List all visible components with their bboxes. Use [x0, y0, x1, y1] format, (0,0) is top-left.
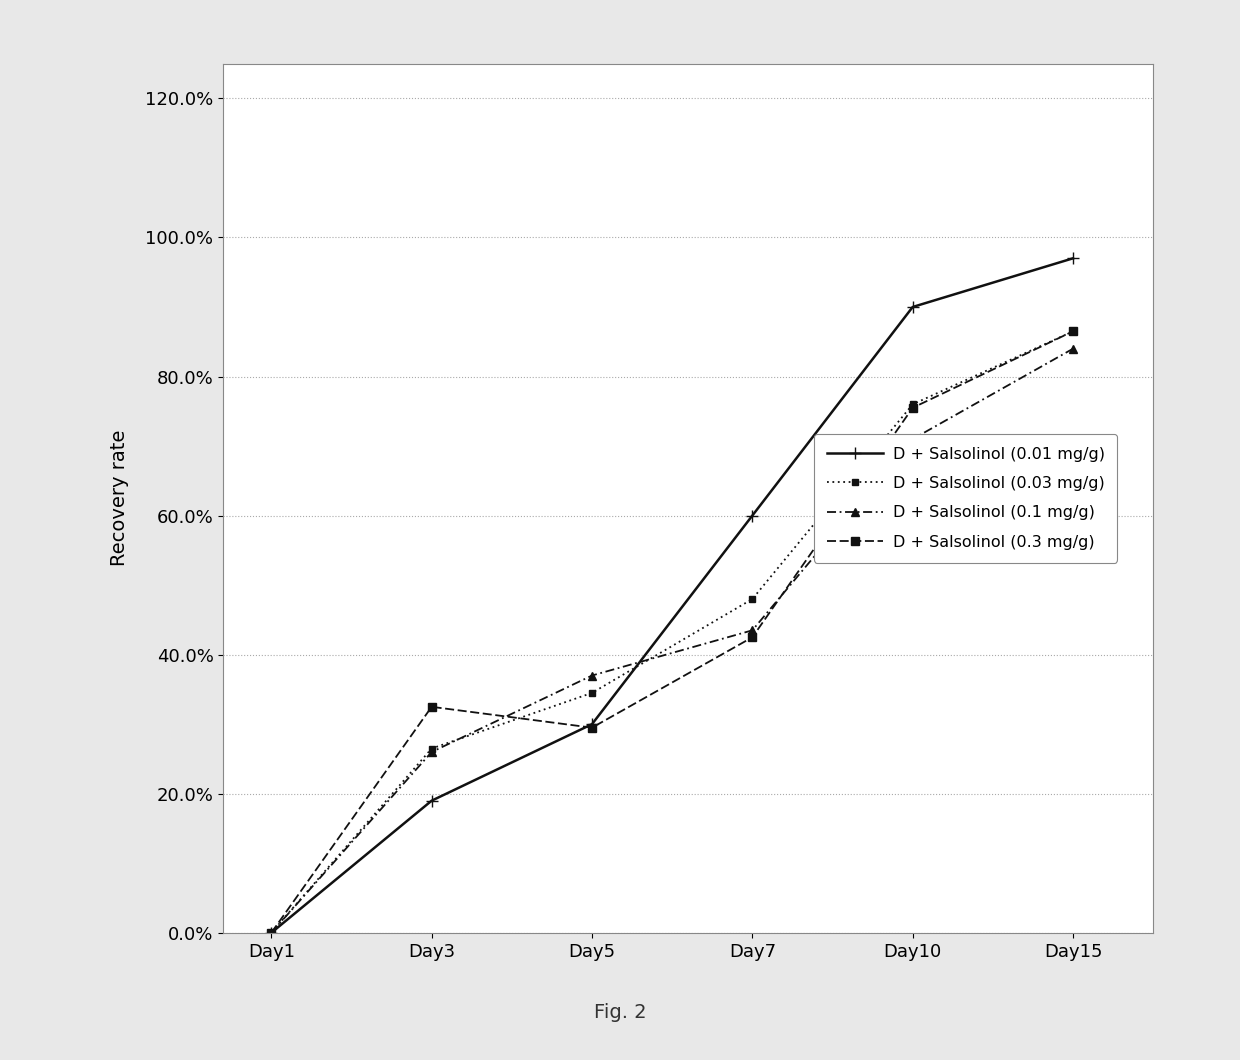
D + Salsolinol (0.3 mg/g): [905, 402, 920, 414]
D + Salsolinol (0.1 mg/g): [584, 669, 599, 682]
D + Salsolinol (0.3 mg/g): [1065, 325, 1080, 338]
D + Salsolinol (0.01 mg/g): [1065, 252, 1080, 265]
Line: D + Salsolinol (0.03 mg/g): D + Salsolinol (0.03 mg/g): [268, 328, 1076, 936]
D + Salsolinol (0.3 mg/g): [584, 721, 599, 734]
D + Salsolinol (0.03 mg/g): [264, 926, 279, 939]
D + Salsolinol (0.1 mg/g): [905, 432, 920, 445]
D + Salsolinol (0.1 mg/g): [1065, 342, 1080, 355]
D + Salsolinol (0.03 mg/g): [1065, 325, 1080, 338]
D + Salsolinol (0.3 mg/g): [424, 701, 439, 713]
D + Salsolinol (0.03 mg/g): [424, 742, 439, 755]
D + Salsolinol (0.01 mg/g): [584, 718, 599, 730]
D + Salsolinol (0.01 mg/g): [424, 794, 439, 807]
D + Salsolinol (0.01 mg/g): [264, 926, 279, 939]
D + Salsolinol (0.1 mg/g): [264, 926, 279, 939]
D + Salsolinol (0.03 mg/g): [584, 687, 599, 700]
D + Salsolinol (0.03 mg/g): [745, 593, 760, 605]
D + Salsolinol (0.01 mg/g): [745, 509, 760, 522]
D + Salsolinol (0.01 mg/g): [905, 301, 920, 314]
D + Salsolinol (0.1 mg/g): [745, 624, 760, 637]
Text: Fig. 2: Fig. 2: [594, 1003, 646, 1022]
D + Salsolinol (0.3 mg/g): [745, 631, 760, 643]
Legend: D + Salsolinol (0.01 mg/g), D + Salsolinol (0.03 mg/g), D + Salsolinol (0.1 mg/g: D + Salsolinol (0.01 mg/g), D + Salsolin…: [815, 434, 1117, 563]
D + Salsolinol (0.3 mg/g): [264, 926, 279, 939]
Line: D + Salsolinol (0.1 mg/g): D + Salsolinol (0.1 mg/g): [267, 344, 1078, 937]
Line: D + Salsolinol (0.3 mg/g): D + Salsolinol (0.3 mg/g): [267, 328, 1078, 937]
D + Salsolinol (0.03 mg/g): [905, 398, 920, 410]
Y-axis label: Recovery rate: Recovery rate: [109, 430, 129, 566]
D + Salsolinol (0.1 mg/g): [424, 745, 439, 758]
Line: D + Salsolinol (0.01 mg/g): D + Salsolinol (0.01 mg/g): [265, 252, 1079, 939]
